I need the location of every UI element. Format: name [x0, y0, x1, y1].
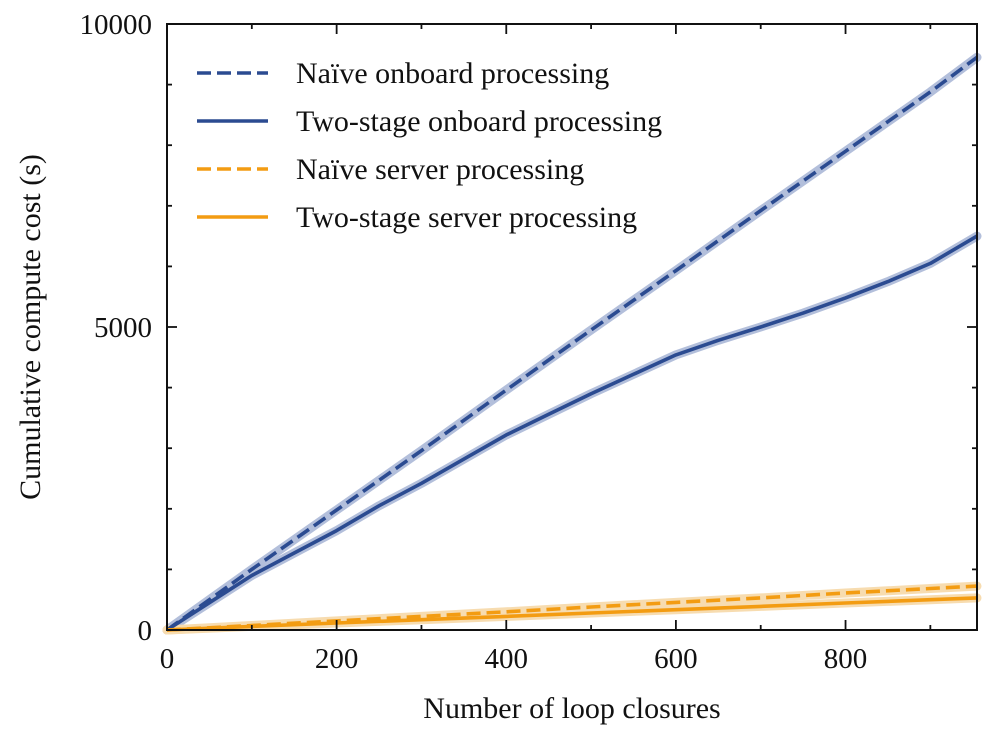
series-1-line: [166, 234, 978, 632]
x-tick-label: 200: [315, 643, 359, 675]
tick-labels: 0 200 400 600 800 0 5000 10000: [80, 9, 868, 675]
legend-label: Two-stage server processing: [296, 201, 637, 234]
y-tick-label: 5000: [94, 312, 152, 344]
axis-ticks: [166, 23, 977, 631]
x-axis-label: Number of loop closures: [423, 692, 720, 725]
y-axis-label: Cumulative compute cost (s): [14, 154, 47, 500]
y-tick-label: 0: [138, 615, 153, 647]
legend: Naïve onboard processing Two-stage onboar…: [197, 57, 662, 234]
series-lines: [165, 55, 979, 632]
x-tick-label: 600: [654, 643, 698, 675]
x-tick-label: 800: [824, 643, 868, 675]
legend-label: Two-stage onboard processing: [296, 105, 662, 138]
series-0-line: [165, 55, 979, 632]
y-tick-label: 10000: [80, 9, 153, 41]
series-3-line: [166, 596, 978, 632]
legend-label: Naïve server processing: [296, 153, 584, 186]
x-tick-label: 0: [160, 643, 175, 675]
legend-label: Naïve onboard processing: [296, 57, 609, 90]
x-tick-label: 400: [485, 643, 529, 675]
